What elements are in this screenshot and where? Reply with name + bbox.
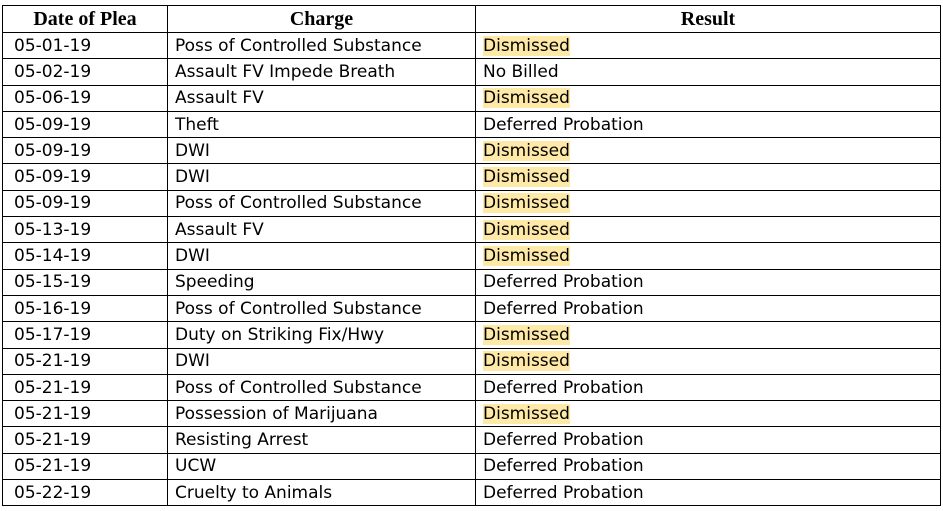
header-row: Date of Plea Charge Result — [2, 5, 941, 33]
result-cell: Dismissed — [475, 347, 941, 375]
table-row: 05-09-19 Poss of Controlled Substance Dism… — [2, 189, 941, 218]
result-cell: Deferred Probation — [475, 373, 941, 402]
result-text: No Billed — [483, 61, 559, 82]
charge-cell: Poss of Controlled Substance — [167, 373, 476, 402]
table-row: 05-01-19 Poss of Controlled Substance Dism… — [2, 31, 941, 60]
result-text-highlighted: Dismissed — [483, 167, 570, 188]
table-row: 05-06-19 Assault FV Dismissed — [2, 84, 941, 112]
result-cell: Dismissed — [475, 189, 941, 218]
date-cell: 05-22-19 — [2, 479, 168, 507]
result-cell: Dismissed — [475, 216, 941, 244]
table-row: 05-02-19 Assault FV Impede Breath No Bille… — [2, 58, 941, 86]
result-text: Deferred Probation — [483, 272, 644, 293]
header-date-of-plea: Date of Plea — [2, 5, 168, 33]
date-cell: 05-09-19 — [2, 189, 168, 218]
charge-cell: Possession of Marijuana — [167, 400, 476, 428]
result-text-highlighted: Dismissed — [483, 351, 570, 372]
table-row: 05-14-19 DWI Dismissed — [2, 242, 941, 270]
result-text-highlighted: Dismissed — [483, 140, 570, 161]
result-text-highlighted: Dismissed — [483, 246, 570, 267]
date-cell: 05-21-19 — [2, 452, 168, 481]
result-cell: Deferred Probation — [475, 452, 941, 481]
table-row: 05-21-19 Resisting Arrest Deferred Probati… — [2, 426, 941, 454]
result-text: Deferred Probation — [483, 114, 644, 135]
charge-cell: Theft — [167, 110, 476, 139]
charge-cell: DWI — [167, 163, 476, 191]
charge-cell: Assault FV Impede Breath — [167, 58, 476, 86]
result-text: Deferred Probation — [483, 482, 644, 503]
result-text: Deferred Probation — [483, 430, 644, 451]
table-row: 05-17-19 Duty on Striking Fix/Hwy Dismisse… — [2, 321, 941, 349]
table-row: 05-09-19 DWI Dismissed — [2, 163, 941, 191]
date-cell: 05-02-19 — [2, 58, 168, 86]
plea-results-table: Date of Plea Charge Result 05-01-19 Poss … — [2, 5, 941, 507]
charge-cell: Resisting Arrest — [167, 426, 476, 454]
table-row: 05-09-19 Theft Deferred Probation — [2, 110, 941, 139]
result-cell: Dismissed — [475, 84, 941, 112]
result-cell: Dismissed — [475, 31, 941, 60]
charge-cell: Poss of Controlled Substance — [167, 189, 476, 218]
header-result: Result — [475, 5, 941, 33]
table-row: 05-21-19 Possession of Marijuana Dismissed — [2, 400, 941, 428]
date-cell: 05-21-19 — [2, 426, 168, 454]
result-text: Deferred Probation — [483, 298, 644, 319]
result-text: Deferred Probation — [483, 456, 644, 477]
table-row: 05-15-19 Speeding Deferred Probation — [2, 268, 941, 296]
result-text-highlighted: Dismissed — [483, 35, 570, 56]
result-cell: Deferred Probation — [475, 110, 941, 139]
charge-cell: Assault FV — [167, 84, 476, 112]
result-text-highlighted: Dismissed — [483, 88, 570, 109]
table-row: 05-22-19 Cruelty to Animals Deferred Proba… — [2, 479, 941, 507]
date-cell: 05-06-19 — [2, 84, 168, 112]
date-cell: 05-16-19 — [2, 294, 168, 323]
result-cell: Deferred Probation — [475, 268, 941, 296]
date-cell: 05-09-19 — [2, 163, 168, 191]
date-cell: 05-01-19 — [2, 31, 168, 60]
charge-cell: UCW — [167, 452, 476, 481]
result-text-highlighted: Dismissed — [483, 324, 570, 345]
charge-cell: DWI — [167, 137, 476, 165]
table-row: 05-16-19 Poss of Controlled Substance Defe… — [2, 294, 941, 323]
date-cell: 05-13-19 — [2, 216, 168, 244]
header-charge: Charge — [167, 5, 476, 33]
charge-cell: Cruelty to Animals — [167, 479, 476, 507]
result-text-highlighted: Dismissed — [483, 403, 570, 424]
result-text-highlighted: Dismissed — [483, 193, 570, 214]
table-row: 05-13-19 Assault FV Dismissed — [2, 216, 941, 244]
date-cell: 05-21-19 — [2, 373, 168, 402]
date-cell: 05-21-19 — [2, 400, 168, 428]
charge-cell: Assault FV — [167, 216, 476, 244]
result-cell: Deferred Probation — [475, 479, 941, 507]
date-cell: 05-15-19 — [2, 268, 168, 296]
table-row: 05-09-19 DWI Dismissed — [2, 137, 941, 165]
result-text: Deferred Probation — [483, 377, 644, 398]
table-body: 05-01-19 Poss of Controlled Substance Dism… — [2, 31, 941, 507]
date-cell: 05-17-19 — [2, 321, 168, 349]
charge-cell: DWI — [167, 242, 476, 270]
result-cell: Dismissed — [475, 163, 941, 191]
result-cell: Deferred Probation — [475, 294, 941, 323]
result-cell: Dismissed — [475, 242, 941, 270]
table-header: Date of Plea Charge Result — [2, 5, 941, 33]
charge-cell: Duty on Striking Fix/Hwy — [167, 321, 476, 349]
charge-cell: Poss of Controlled Substance — [167, 294, 476, 323]
date-cell: 05-14-19 — [2, 242, 168, 270]
result-cell: Dismissed — [475, 137, 941, 165]
result-text-highlighted: Dismissed — [483, 219, 570, 240]
date-cell: 05-09-19 — [2, 137, 168, 165]
table-row: 05-21-19 Poss of Controlled Substance Defe… — [2, 373, 941, 402]
charge-cell: DWI — [167, 347, 476, 375]
result-cell: Dismissed — [475, 400, 941, 428]
table-row: 05-21-19 DWI Dismissed — [2, 347, 941, 375]
result-cell: No Billed — [475, 58, 941, 86]
table-row: 05-21-19 UCW Deferred Probation — [2, 452, 941, 481]
charge-cell: Speeding — [167, 268, 476, 296]
charge-cell: Poss of Controlled Substance — [167, 31, 476, 60]
result-cell: Deferred Probation — [475, 426, 941, 454]
result-cell: Dismissed — [475, 321, 941, 349]
date-cell: 05-09-19 — [2, 110, 168, 139]
date-cell: 05-21-19 — [2, 347, 168, 375]
